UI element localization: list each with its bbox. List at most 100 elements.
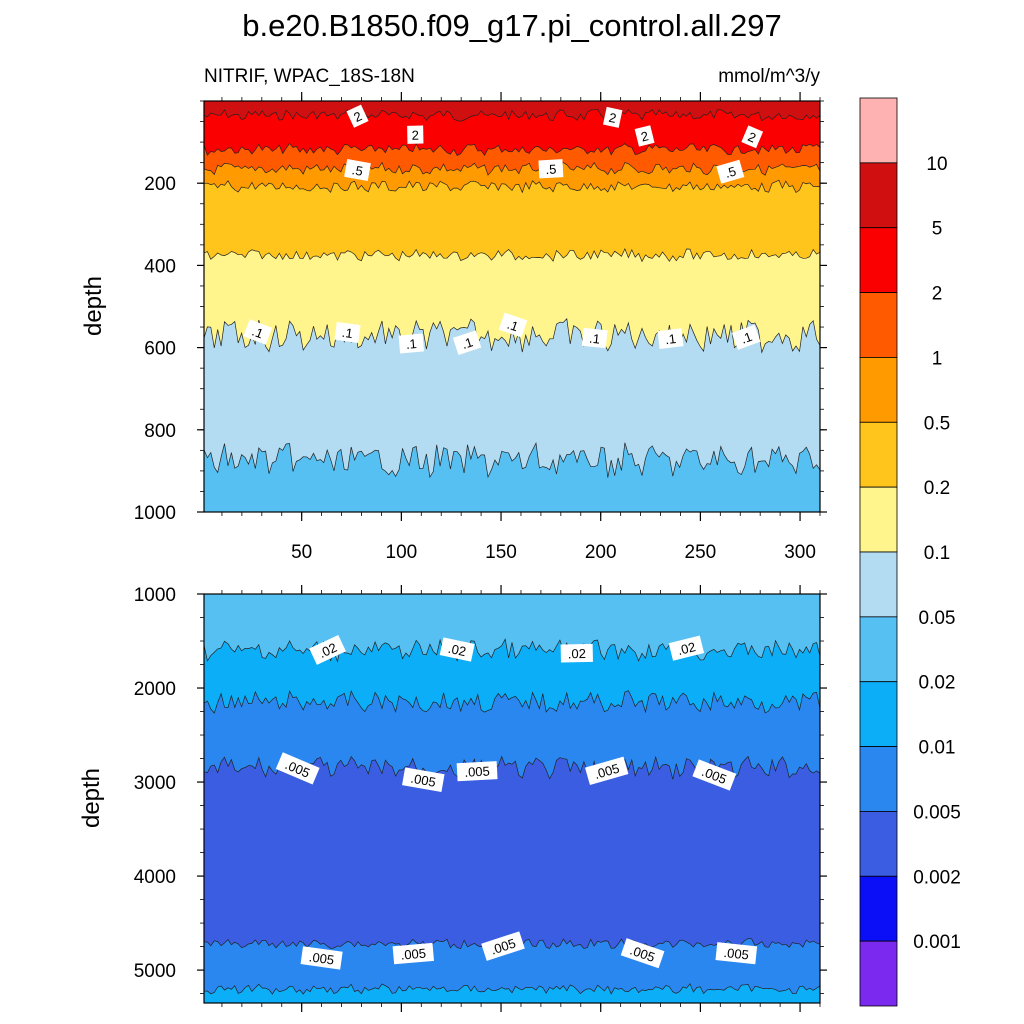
contour-line — [203, 983, 821, 995]
x-tick-label: 300 — [784, 542, 816, 563]
contour-label: .1 — [657, 328, 684, 349]
colorbar-label: 0.02 — [919, 673, 956, 694]
colorbar-swatch — [859, 227, 898, 293]
colorbar-swatch — [859, 97, 898, 164]
contour-line — [203, 161, 821, 176]
x-tick-label: 50 — [291, 542, 312, 563]
contour-label: .1 — [581, 327, 608, 349]
colorbar: 10 5 2 1 0.5 0.2 0.1 0.05 0.02 0.01 0.005 0.002 0.00… — [859, 97, 961, 1007]
svg-text:.1: .1 — [460, 334, 475, 352]
svg-text:.02: .02 — [316, 640, 339, 661]
colorbar-swatch — [859, 616, 898, 683]
contour-label: 2 — [346, 104, 369, 128]
svg-text:.005: .005 — [400, 946, 427, 963]
contour-line — [203, 442, 821, 479]
contour-label: .005 — [620, 938, 665, 969]
colorbar-swatch — [859, 357, 898, 423]
svg-text:.5: .5 — [351, 162, 364, 179]
y-tick-label: 2000 — [134, 679, 176, 700]
colorbar-label: 1 — [932, 348, 943, 369]
svg-text:.1: .1 — [405, 336, 417, 352]
svg-text:2: 2 — [412, 128, 419, 143]
contour-label: .1 — [243, 319, 273, 345]
x-tick-label: 200 — [585, 542, 617, 563]
contour-label: .005 — [584, 756, 629, 785]
lower-panel: .02 .02 .02 .02 .005 .005 .005 .005 .005 .005 .005… — [78, 585, 827, 1012]
svg-text:.1: .1 — [505, 317, 520, 335]
contour-label: 2 — [603, 106, 623, 128]
contour-label: .02 — [439, 637, 475, 662]
contour-label: .1 — [731, 324, 761, 350]
contour-label: .005 — [300, 946, 343, 970]
contour-label: .1 — [498, 312, 528, 338]
colorbar-label: 5 — [932, 219, 943, 240]
y-tick-label: 4000 — [134, 867, 176, 888]
y-tick-label: 1000 — [134, 585, 176, 606]
contour-line — [203, 142, 821, 156]
x-tick-label: 250 — [685, 542, 717, 563]
svg-text:.005: .005 — [409, 771, 437, 790]
contour-label: .005 — [456, 761, 498, 782]
colorbar-label: 0.5 — [924, 413, 950, 434]
contour-label: .005 — [481, 931, 525, 961]
svg-text:.005: .005 — [723, 945, 750, 963]
colorbar-label: 10 — [926, 154, 947, 175]
contour-label: .5 — [344, 159, 371, 181]
y-tick-label: 400 — [144, 256, 176, 277]
contour-label: .02 — [560, 643, 593, 663]
colorbar-label: 0.1 — [924, 543, 950, 564]
contour-line — [203, 108, 821, 122]
contour-line — [203, 179, 821, 194]
contour-label: .005 — [715, 942, 758, 965]
colorbar-label: 0.005 — [913, 802, 961, 823]
contour-label: .005 — [692, 759, 737, 791]
colorbar-label: 0.2 — [924, 478, 950, 499]
svg-text:.02: .02 — [447, 641, 468, 659]
svg-text:.005: .005 — [593, 761, 621, 782]
contour-label: .5 — [716, 159, 745, 184]
upper-y-axis-label: depth — [80, 276, 107, 336]
svg-text:.02: .02 — [568, 646, 586, 661]
svg-text:.02: .02 — [676, 639, 697, 658]
contour-line — [203, 689, 821, 714]
colorbar-label: 0.001 — [913, 932, 961, 953]
svg-text:2: 2 — [607, 110, 617, 126]
colorbar-swatch — [859, 811, 898, 877]
contour-label: .5 — [538, 159, 564, 179]
contour-label: .1 — [398, 333, 425, 354]
colorbar-swatch — [859, 162, 898, 229]
svg-text:.1: .1 — [588, 331, 600, 347]
contour-band-fill — [204, 442, 820, 512]
svg-text:.005: .005 — [308, 949, 335, 967]
upper-panel: 2 22 2 2.5.5.5.1.1.1.1.1.1.1.1 200400600800… — [80, 92, 827, 563]
colorbar-swatch — [859, 875, 898, 942]
y-tick-label: 5000 — [134, 961, 176, 982]
colorbar-label: 2 — [932, 284, 943, 305]
contour-label: .02 — [309, 634, 346, 665]
svg-text:.005: .005 — [489, 936, 518, 958]
y-tick-label: 800 — [144, 421, 176, 442]
svg-text:.1: .1 — [250, 324, 265, 342]
svg-text:2: 2 — [639, 128, 650, 144]
contour-label: 2 — [407, 125, 424, 144]
contour-label: .1 — [334, 321, 361, 343]
figure-title: b.e20.B1850.f09_g17.pi_control.all.297 — [242, 8, 782, 43]
colorbar-swatch — [859, 746, 898, 812]
y-tick-label: 600 — [144, 339, 176, 360]
colorbar-label: 0.002 — [913, 867, 961, 888]
svg-text:.1: .1 — [664, 331, 677, 347]
svg-text:.1: .1 — [341, 325, 354, 341]
svg-text:.005: .005 — [464, 764, 490, 780]
colorbar-swatch — [859, 421, 898, 488]
svg-text:.5: .5 — [545, 162, 557, 178]
colorbar-label: 0.01 — [919, 738, 956, 759]
contour-label: .005 — [402, 767, 445, 793]
contour-label: .005 — [392, 942, 435, 965]
contour-label: .1 — [452, 330, 482, 355]
lower-panel-frame — [203, 593, 821, 1004]
colorbar-swatch — [859, 486, 898, 553]
colorbar-swatch — [859, 681, 898, 747]
colorbar-label: 0.05 — [919, 608, 956, 629]
contour-label: .005 — [275, 752, 320, 785]
x-tick-label: 150 — [485, 542, 517, 563]
